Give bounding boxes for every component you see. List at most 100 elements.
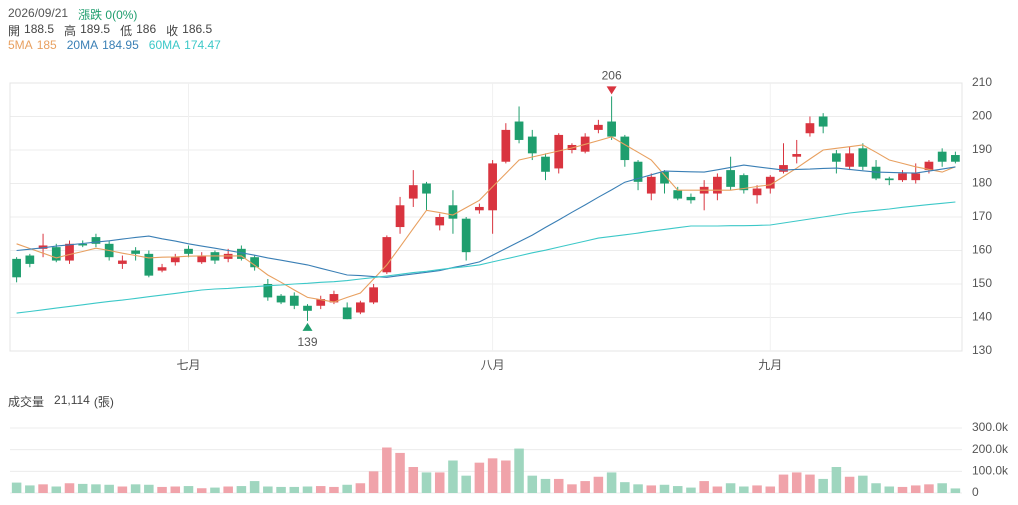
volume-bar — [699, 481, 709, 493]
y-tick-label: 100.0k — [972, 464, 1009, 478]
volume-bar — [130, 484, 141, 493]
volume-bar — [514, 448, 524, 493]
candle-body — [924, 161, 934, 171]
volume-bar — [924, 484, 934, 493]
volume-bar — [315, 486, 326, 493]
candle-body — [951, 155, 960, 162]
candle-body — [461, 218, 471, 253]
candle-body — [118, 260, 127, 264]
volume-bar — [448, 460, 458, 493]
volume-bar — [64, 483, 75, 493]
y-tick-label: 200.0k — [972, 442, 1009, 456]
candle-body — [594, 124, 603, 130]
volume-bar — [672, 486, 683, 493]
candle-body — [607, 121, 616, 137]
candle-body — [792, 154, 802, 157]
candle-body — [858, 148, 868, 167]
y-tick-label: 200 — [972, 109, 992, 123]
y-tick-label: 140 — [972, 310, 992, 324]
volume-bar — [210, 487, 220, 493]
y-tick-label: 130 — [972, 343, 992, 357]
volume-bar — [91, 484, 101, 493]
volume-bar — [725, 483, 736, 493]
candle-body — [329, 294, 339, 303]
candle-body — [514, 121, 524, 140]
volume-bar — [157, 486, 167, 493]
candle-body — [673, 190, 683, 199]
high-label: 高 — [64, 24, 77, 38]
volume-bar — [818, 478, 828, 493]
candle-body — [131, 250, 140, 254]
candle-body — [660, 171, 669, 184]
candle-body — [633, 161, 643, 182]
min-marker — [302, 322, 313, 331]
volume-bar — [144, 484, 154, 493]
candle-body — [713, 176, 722, 194]
candle-body — [805, 123, 815, 134]
candle-body — [475, 206, 484, 211]
candle-body — [157, 267, 167, 271]
candle-body — [65, 243, 74, 261]
candle-body — [144, 253, 154, 276]
volume-bar — [117, 486, 128, 493]
volume-bar — [25, 485, 35, 493]
volume-bar — [805, 474, 815, 493]
candle-body — [342, 307, 352, 320]
y-tick-label: 210 — [972, 75, 992, 89]
plot-frame — [9, 82, 963, 352]
candle-body — [263, 284, 273, 298]
volume-bar — [263, 486, 273, 493]
candle-body — [382, 237, 392, 273]
candle-body — [250, 257, 259, 268]
volume-bar — [553, 478, 564, 493]
candle-body — [422, 183, 431, 194]
candle-body — [646, 176, 656, 194]
volume-last: 21,114 — [54, 393, 90, 407]
change: 漲跌 0(0%) — [78, 8, 138, 22]
volume-bar — [778, 474, 789, 493]
volume-bar — [434, 472, 445, 493]
volume-bar — [633, 484, 643, 493]
candle-body — [898, 173, 907, 181]
volume-bar — [791, 472, 802, 493]
min-label: 139 — [297, 335, 317, 349]
volume-bar — [382, 447, 392, 493]
candle-body — [832, 153, 841, 162]
volume-bar — [408, 467, 419, 493]
candle-body — [541, 156, 550, 172]
y-tick-label: 160 — [972, 243, 992, 257]
candle-body — [395, 205, 405, 228]
volume-bar — [183, 486, 194, 493]
volume-bar — [752, 485, 762, 493]
volume-bar — [765, 486, 776, 493]
candle-body — [25, 255, 35, 264]
candle-body — [435, 217, 445, 226]
ohlc-line: 開 188.5 高 189.5 低 186 收 186.5 — [8, 22, 212, 39]
candle-body — [316, 299, 326, 306]
volume-bar — [858, 475, 868, 493]
candle-body — [911, 173, 921, 181]
candle-body — [51, 247, 61, 261]
y-tick-label: 190 — [972, 142, 992, 156]
y-tick-label: 170 — [972, 209, 992, 223]
candle-body — [369, 287, 378, 303]
volume-bar — [937, 483, 947, 493]
ma-legend: 5MA 185 20MA 184.95 60MA 174.47 — [8, 38, 221, 52]
candle-body — [78, 243, 88, 246]
low-label: 低 — [120, 24, 133, 38]
candle-body — [289, 295, 299, 306]
candle-body — [91, 237, 101, 244]
y-tick-label: 180 — [972, 176, 992, 190]
volume-bar — [884, 486, 895, 493]
candle-body — [554, 134, 564, 169]
volume-bar — [567, 484, 577, 493]
volume-bar — [606, 472, 617, 493]
volume-bar — [170, 486, 181, 493]
candle-body — [779, 165, 788, 172]
volume-bar — [527, 475, 538, 493]
volume-bar — [659, 484, 670, 493]
candle-body — [408, 185, 418, 199]
candle-body — [276, 295, 286, 303]
legend-value: 184.95 — [102, 38, 139, 52]
